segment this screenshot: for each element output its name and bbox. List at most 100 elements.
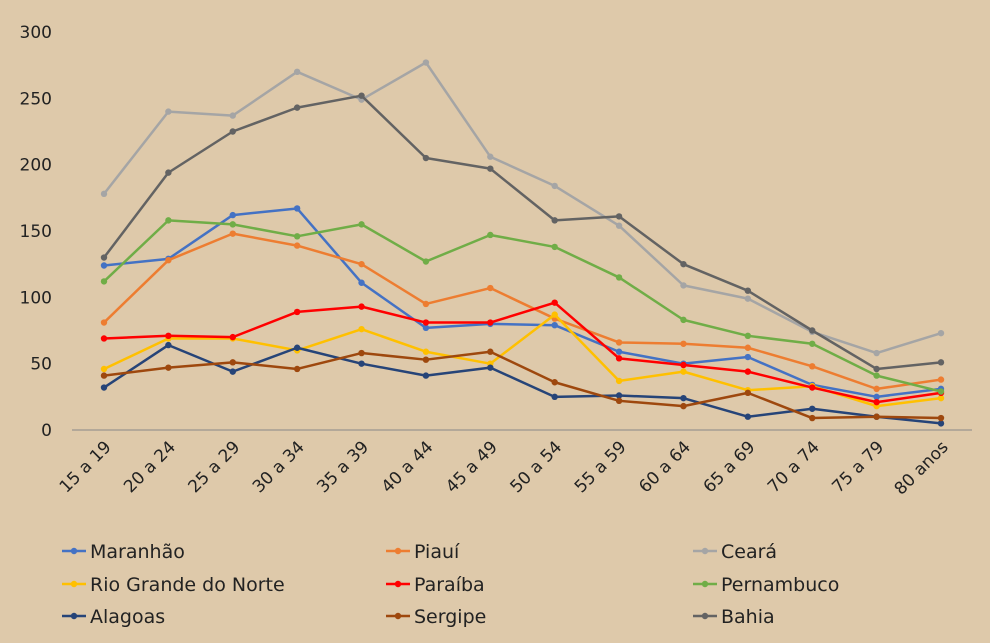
data-point [293, 365, 301, 373]
y-tick-label: 0 [41, 421, 52, 441]
legend-item: Rio Grande do Norte [62, 574, 285, 596]
data-point [615, 274, 623, 281]
y-tick-label: 300 [20, 23, 52, 43]
data-point [358, 325, 365, 333]
legend-item: Maranhão [62, 541, 185, 563]
x-tick-label: 80 anos [891, 437, 953, 499]
data-point [229, 128, 236, 135]
data-point [229, 359, 236, 366]
data-point [165, 364, 172, 371]
data-point [100, 190, 108, 198]
series-line [103, 219, 942, 393]
series-ceará [100, 59, 945, 357]
data-point [165, 108, 172, 115]
data-point [229, 112, 236, 119]
legend-label: Sergipe [414, 606, 486, 628]
legend-item: Paraíba [386, 574, 485, 596]
data-point [937, 329, 945, 337]
data-point [615, 348, 623, 355]
data-point [358, 349, 365, 357]
series-pernambuco [100, 217, 945, 395]
legend-item: Alagoas [62, 606, 165, 628]
y-tick-label: 150 [20, 222, 52, 242]
series-line [103, 94, 942, 371]
data-point [680, 361, 687, 369]
data-point [422, 348, 430, 355]
data-point [293, 205, 301, 212]
data-point [358, 360, 365, 367]
series-line [103, 301, 942, 404]
data-point [873, 385, 880, 393]
legend-label: Bahia [721, 606, 775, 628]
data-point [615, 392, 623, 399]
data-point [358, 279, 365, 286]
legend-label: Alagoas [90, 606, 165, 628]
data-point [100, 254, 108, 261]
data-point [229, 333, 236, 341]
data-point [358, 221, 365, 228]
x-tick-label: 45 a 49 [442, 437, 502, 497]
data-point [165, 217, 172, 224]
data-point [422, 154, 430, 162]
data-point [100, 384, 108, 391]
data-point [487, 364, 494, 371]
x-tick-label: 70 a 74 [764, 437, 824, 497]
legend-label: Paraíba [414, 574, 485, 596]
data-point [100, 262, 108, 269]
data-point [809, 405, 816, 412]
data-point [487, 319, 494, 326]
data-point [873, 398, 880, 406]
x-tick-label: 55 a 59 [571, 437, 631, 497]
data-point [422, 319, 430, 326]
legend-item: Ceará [693, 541, 777, 563]
series-line [103, 343, 942, 425]
legend-marker [701, 612, 709, 620]
data-point [229, 221, 236, 228]
series-line [103, 61, 942, 355]
data-point [293, 233, 301, 240]
x-tick-label: 50 a 54 [506, 437, 566, 497]
data-point [165, 332, 172, 340]
data-point [615, 355, 623, 362]
legend-item: Pernambuco [693, 574, 839, 596]
series-line [103, 207, 942, 399]
legend-item: Bahia [693, 606, 775, 628]
data-point [873, 393, 880, 401]
legend-marker [394, 547, 402, 555]
data-point [744, 368, 752, 375]
data-point [293, 308, 301, 316]
data-point [937, 376, 945, 383]
data-point [615, 213, 623, 220]
data-point [100, 319, 108, 326]
legend-label: Maranhão [90, 541, 185, 563]
x-axis: 15 a 19 20 a 24 25 a 29 30 a 34 35 a 39 40 a … [56, 437, 953, 499]
legend-marker [701, 580, 709, 588]
data-point [744, 287, 752, 294]
data-point [937, 420, 945, 427]
data-point [551, 299, 558, 306]
y-axis: 0 50 100 150 200 250 300 [20, 23, 52, 441]
data-point [937, 388, 945, 395]
y-tick-label: 250 [20, 89, 52, 109]
data-point [358, 92, 365, 99]
data-point [680, 282, 687, 289]
data-point [680, 340, 687, 347]
data-point [744, 389, 752, 397]
legend-label: Piauí [414, 541, 460, 563]
series-sergipe [100, 348, 945, 422]
data-point [937, 359, 945, 366]
data-point [551, 243, 558, 251]
data-point [487, 231, 494, 239]
legend-marker [394, 580, 402, 588]
data-point [873, 365, 880, 373]
data-point [422, 324, 430, 332]
legend-marker [70, 612, 78, 620]
data-point [358, 260, 365, 268]
data-point [487, 348, 494, 355]
data-point [680, 316, 687, 324]
y-tick-label: 200 [20, 156, 52, 176]
data-point [293, 104, 301, 111]
data-point [809, 327, 816, 334]
data-point [744, 413, 752, 420]
